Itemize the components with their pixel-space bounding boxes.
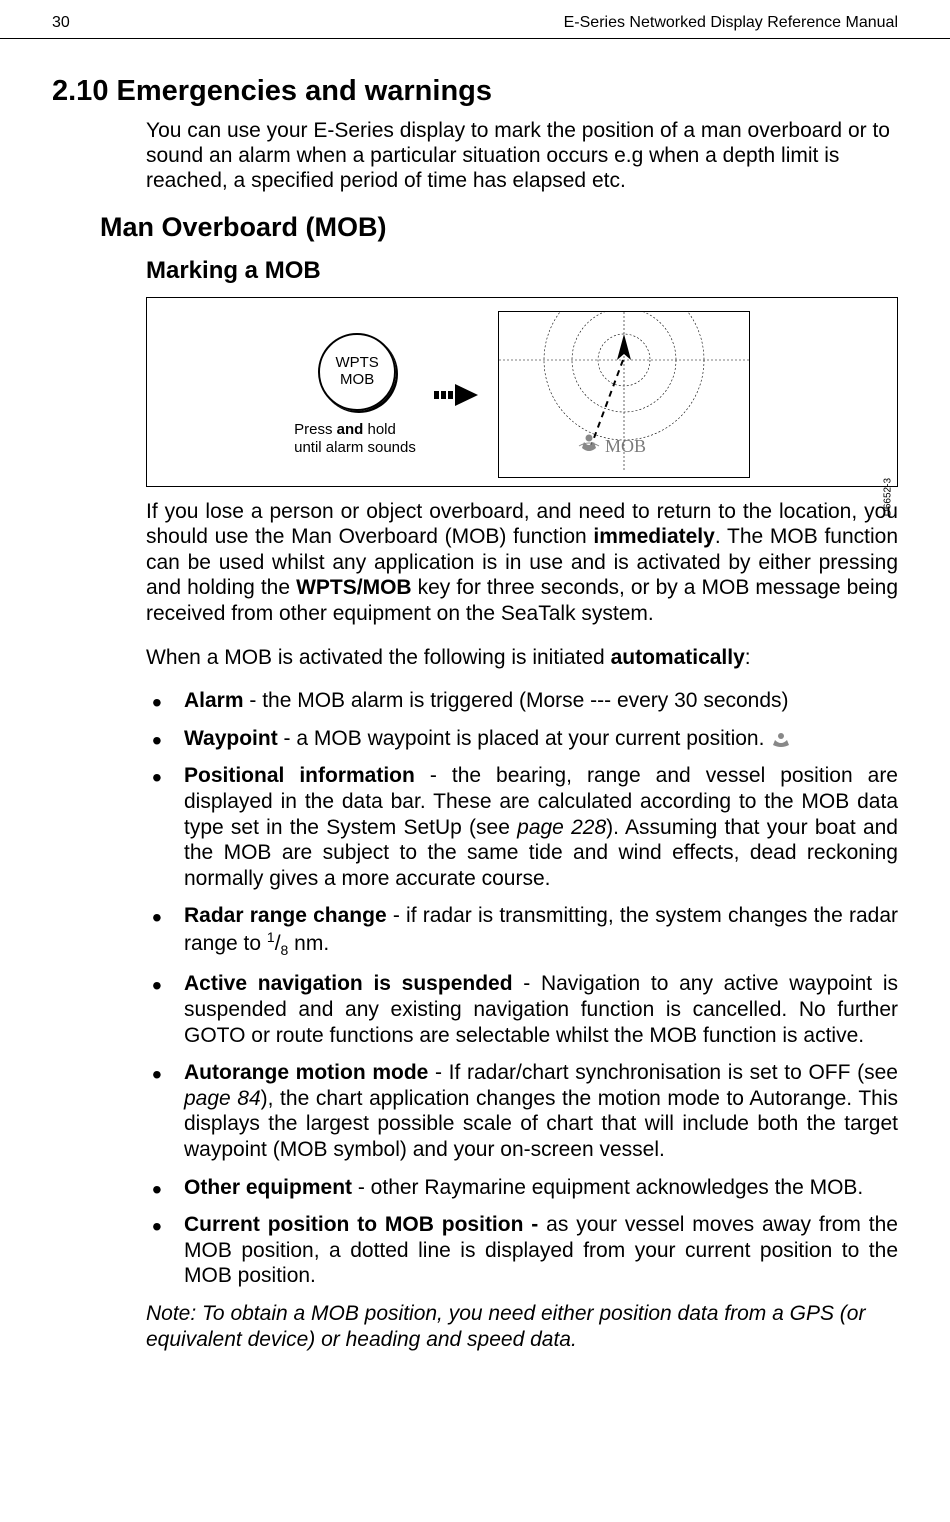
list-item: Current position to MOB position - as yo… — [146, 1212, 898, 1289]
wpts-label: WPTS — [335, 355, 378, 372]
subsub-heading: Marking a MOB — [146, 257, 898, 285]
paragraph-1: If you lose a person or object overboard… — [146, 499, 898, 627]
wpts-mob-button: WPTS MOB — [318, 333, 396, 411]
figure-code: D6652-3 — [882, 478, 893, 516]
figure-mob: WPTS MOB Press and hold until alarm soun… — [146, 297, 898, 487]
paragraph-2: When a MOB is activated the following is… — [146, 645, 898, 671]
list-item: Active navigation is suspended - Navigat… — [146, 971, 898, 1048]
note: Note: To obtain a MOB position, you need… — [146, 1301, 898, 1352]
list-item: Waypoint - a MOB waypoint is placed at y… — [146, 726, 898, 752]
mob-waypoint-icon — [770, 731, 792, 747]
mob-label: MOB — [340, 372, 374, 389]
list-item: Autorange motion mode - If radar/chart s… — [146, 1060, 898, 1162]
bullet-list: Alarm - the MOB alarm is triggered (Mors… — [146, 688, 898, 1289]
page-header: 30 E-Series Networked Display Reference … — [0, 0, 950, 39]
section-heading: 2.10 Emergencies and warnings — [52, 75, 898, 108]
intro-paragraph: You can use your E-Series display to mar… — [146, 118, 898, 194]
list-item: Positional information - the bearing, ra… — [146, 763, 898, 891]
list-item: Radar range change - if radar is transmi… — [146, 903, 898, 959]
page-number: 30 — [52, 14, 70, 32]
press-hold-caption: Press and hold until alarm sounds — [294, 421, 416, 457]
radar-screen: MOB — [498, 311, 750, 478]
arrow-icon — [434, 382, 480, 408]
list-item: Alarm - the MOB alarm is triggered (Mors… — [146, 688, 898, 714]
wpts-column: WPTS MOB Press and hold until alarm soun… — [294, 333, 416, 457]
doc-title: E-Series Networked Display Reference Man… — [564, 14, 898, 32]
sub-heading: Man Overboard (MOB) — [100, 212, 898, 243]
list-item: Other equipment - other Raymarine equipm… — [146, 1175, 898, 1201]
mob-text-label: MOB — [605, 436, 646, 456]
